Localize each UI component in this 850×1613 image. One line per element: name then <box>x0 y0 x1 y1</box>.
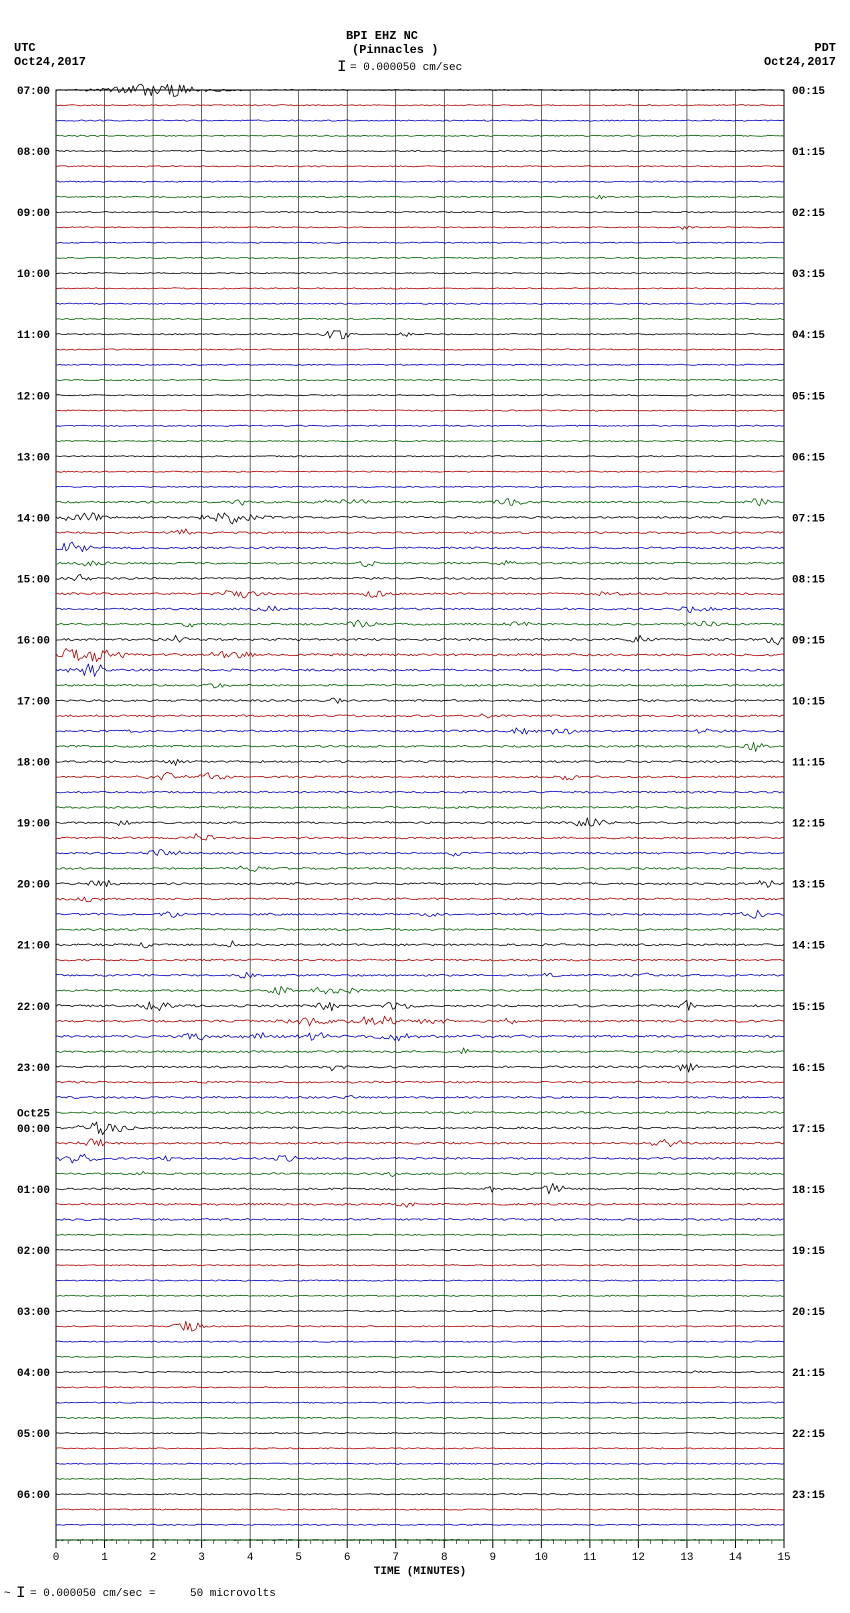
svg-text:16:15: 16:15 <box>792 1063 825 1075</box>
svg-text:22:15: 22:15 <box>792 1429 825 1441</box>
svg-text:06:00: 06:00 <box>17 1490 50 1502</box>
svg-text:18:15: 18:15 <box>792 1185 825 1197</box>
svg-text:11: 11 <box>583 1552 597 1564</box>
svg-text:05:15: 05:15 <box>792 391 825 403</box>
svg-text:02:00: 02:00 <box>17 1246 50 1258</box>
svg-text:3: 3 <box>198 1552 205 1564</box>
svg-text:17:00: 17:00 <box>17 697 50 709</box>
svg-text:04:15: 04:15 <box>792 330 825 342</box>
svg-text:02:15: 02:15 <box>792 208 825 220</box>
svg-text:17:15: 17:15 <box>792 1124 825 1136</box>
svg-text:13:00: 13:00 <box>17 452 50 464</box>
svg-text:19:00: 19:00 <box>17 819 50 831</box>
svg-text:12:00: 12:00 <box>17 391 50 403</box>
svg-text:08:15: 08:15 <box>792 574 825 586</box>
svg-text:00:15: 00:15 <box>792 86 825 98</box>
svg-text:21:00: 21:00 <box>17 941 50 953</box>
svg-text:10:15: 10:15 <box>792 697 825 709</box>
svg-text:10: 10 <box>535 1552 548 1564</box>
svg-text:20:15: 20:15 <box>792 1307 825 1319</box>
svg-text:14:15: 14:15 <box>792 941 825 953</box>
svg-text:14:00: 14:00 <box>17 513 50 525</box>
svg-text:4: 4 <box>247 1552 254 1564</box>
svg-text:09:15: 09:15 <box>792 635 825 647</box>
svg-text:14: 14 <box>729 1552 743 1564</box>
svg-text:2: 2 <box>150 1552 157 1564</box>
svg-text:5: 5 <box>295 1552 302 1564</box>
svg-text:20:00: 20:00 <box>17 880 50 892</box>
svg-text:05:00: 05:00 <box>17 1429 50 1441</box>
svg-text:07:00: 07:00 <box>17 86 50 98</box>
svg-text:23:15: 23:15 <box>792 1490 825 1502</box>
footer-scale-prefix: = 0.000050 cm/sec = <box>30 1588 155 1600</box>
svg-text:11:00: 11:00 <box>17 330 50 342</box>
svg-text:19:15: 19:15 <box>792 1246 825 1258</box>
svg-text:21:15: 21:15 <box>792 1368 825 1380</box>
svg-text:04:00: 04:00 <box>17 1368 50 1380</box>
svg-text:7: 7 <box>392 1552 399 1564</box>
svg-text:03:00: 03:00 <box>17 1307 50 1319</box>
seismogram-chart: 0123456789101112131415TIME (MINUTES)07:0… <box>0 0 850 1613</box>
svg-text:07:15: 07:15 <box>792 513 825 525</box>
svg-text:9: 9 <box>489 1552 496 1564</box>
footer-squiggle-icon: ~ <box>4 1588 11 1600</box>
footer-bar-icon: I <box>16 1584 26 1602</box>
svg-text:08:00: 08:00 <box>17 147 50 159</box>
svg-text:12:15: 12:15 <box>792 819 825 831</box>
svg-text:13:15: 13:15 <box>792 880 825 892</box>
svg-text:06:15: 06:15 <box>792 452 825 464</box>
svg-text:23:00: 23:00 <box>17 1063 50 1075</box>
svg-text:18:00: 18:00 <box>17 758 50 770</box>
svg-text:01:00: 01:00 <box>17 1185 50 1197</box>
svg-text:10:00: 10:00 <box>17 269 50 281</box>
svg-text:TIME (MINUTES): TIME (MINUTES) <box>374 1566 466 1578</box>
svg-text:8: 8 <box>441 1552 448 1564</box>
svg-text:6: 6 <box>344 1552 351 1564</box>
svg-text:03:15: 03:15 <box>792 269 825 281</box>
svg-text:11:15: 11:15 <box>792 758 825 770</box>
svg-text:15:15: 15:15 <box>792 1002 825 1014</box>
svg-text:12: 12 <box>632 1552 645 1564</box>
footer-scale-suffix: 50 microvolts <box>190 1588 276 1600</box>
svg-text:09:00: 09:00 <box>17 208 50 220</box>
svg-text:01:15: 01:15 <box>792 147 825 159</box>
svg-text:Oct25: Oct25 <box>17 1109 50 1121</box>
svg-text:1: 1 <box>101 1552 108 1564</box>
svg-text:15:00: 15:00 <box>17 574 50 586</box>
svg-text:16:00: 16:00 <box>17 635 50 647</box>
svg-text:00:00: 00:00 <box>17 1124 50 1136</box>
svg-text:22:00: 22:00 <box>17 1002 50 1014</box>
svg-text:15: 15 <box>777 1552 790 1564</box>
svg-text:0: 0 <box>53 1552 60 1564</box>
svg-text:13: 13 <box>680 1552 693 1564</box>
